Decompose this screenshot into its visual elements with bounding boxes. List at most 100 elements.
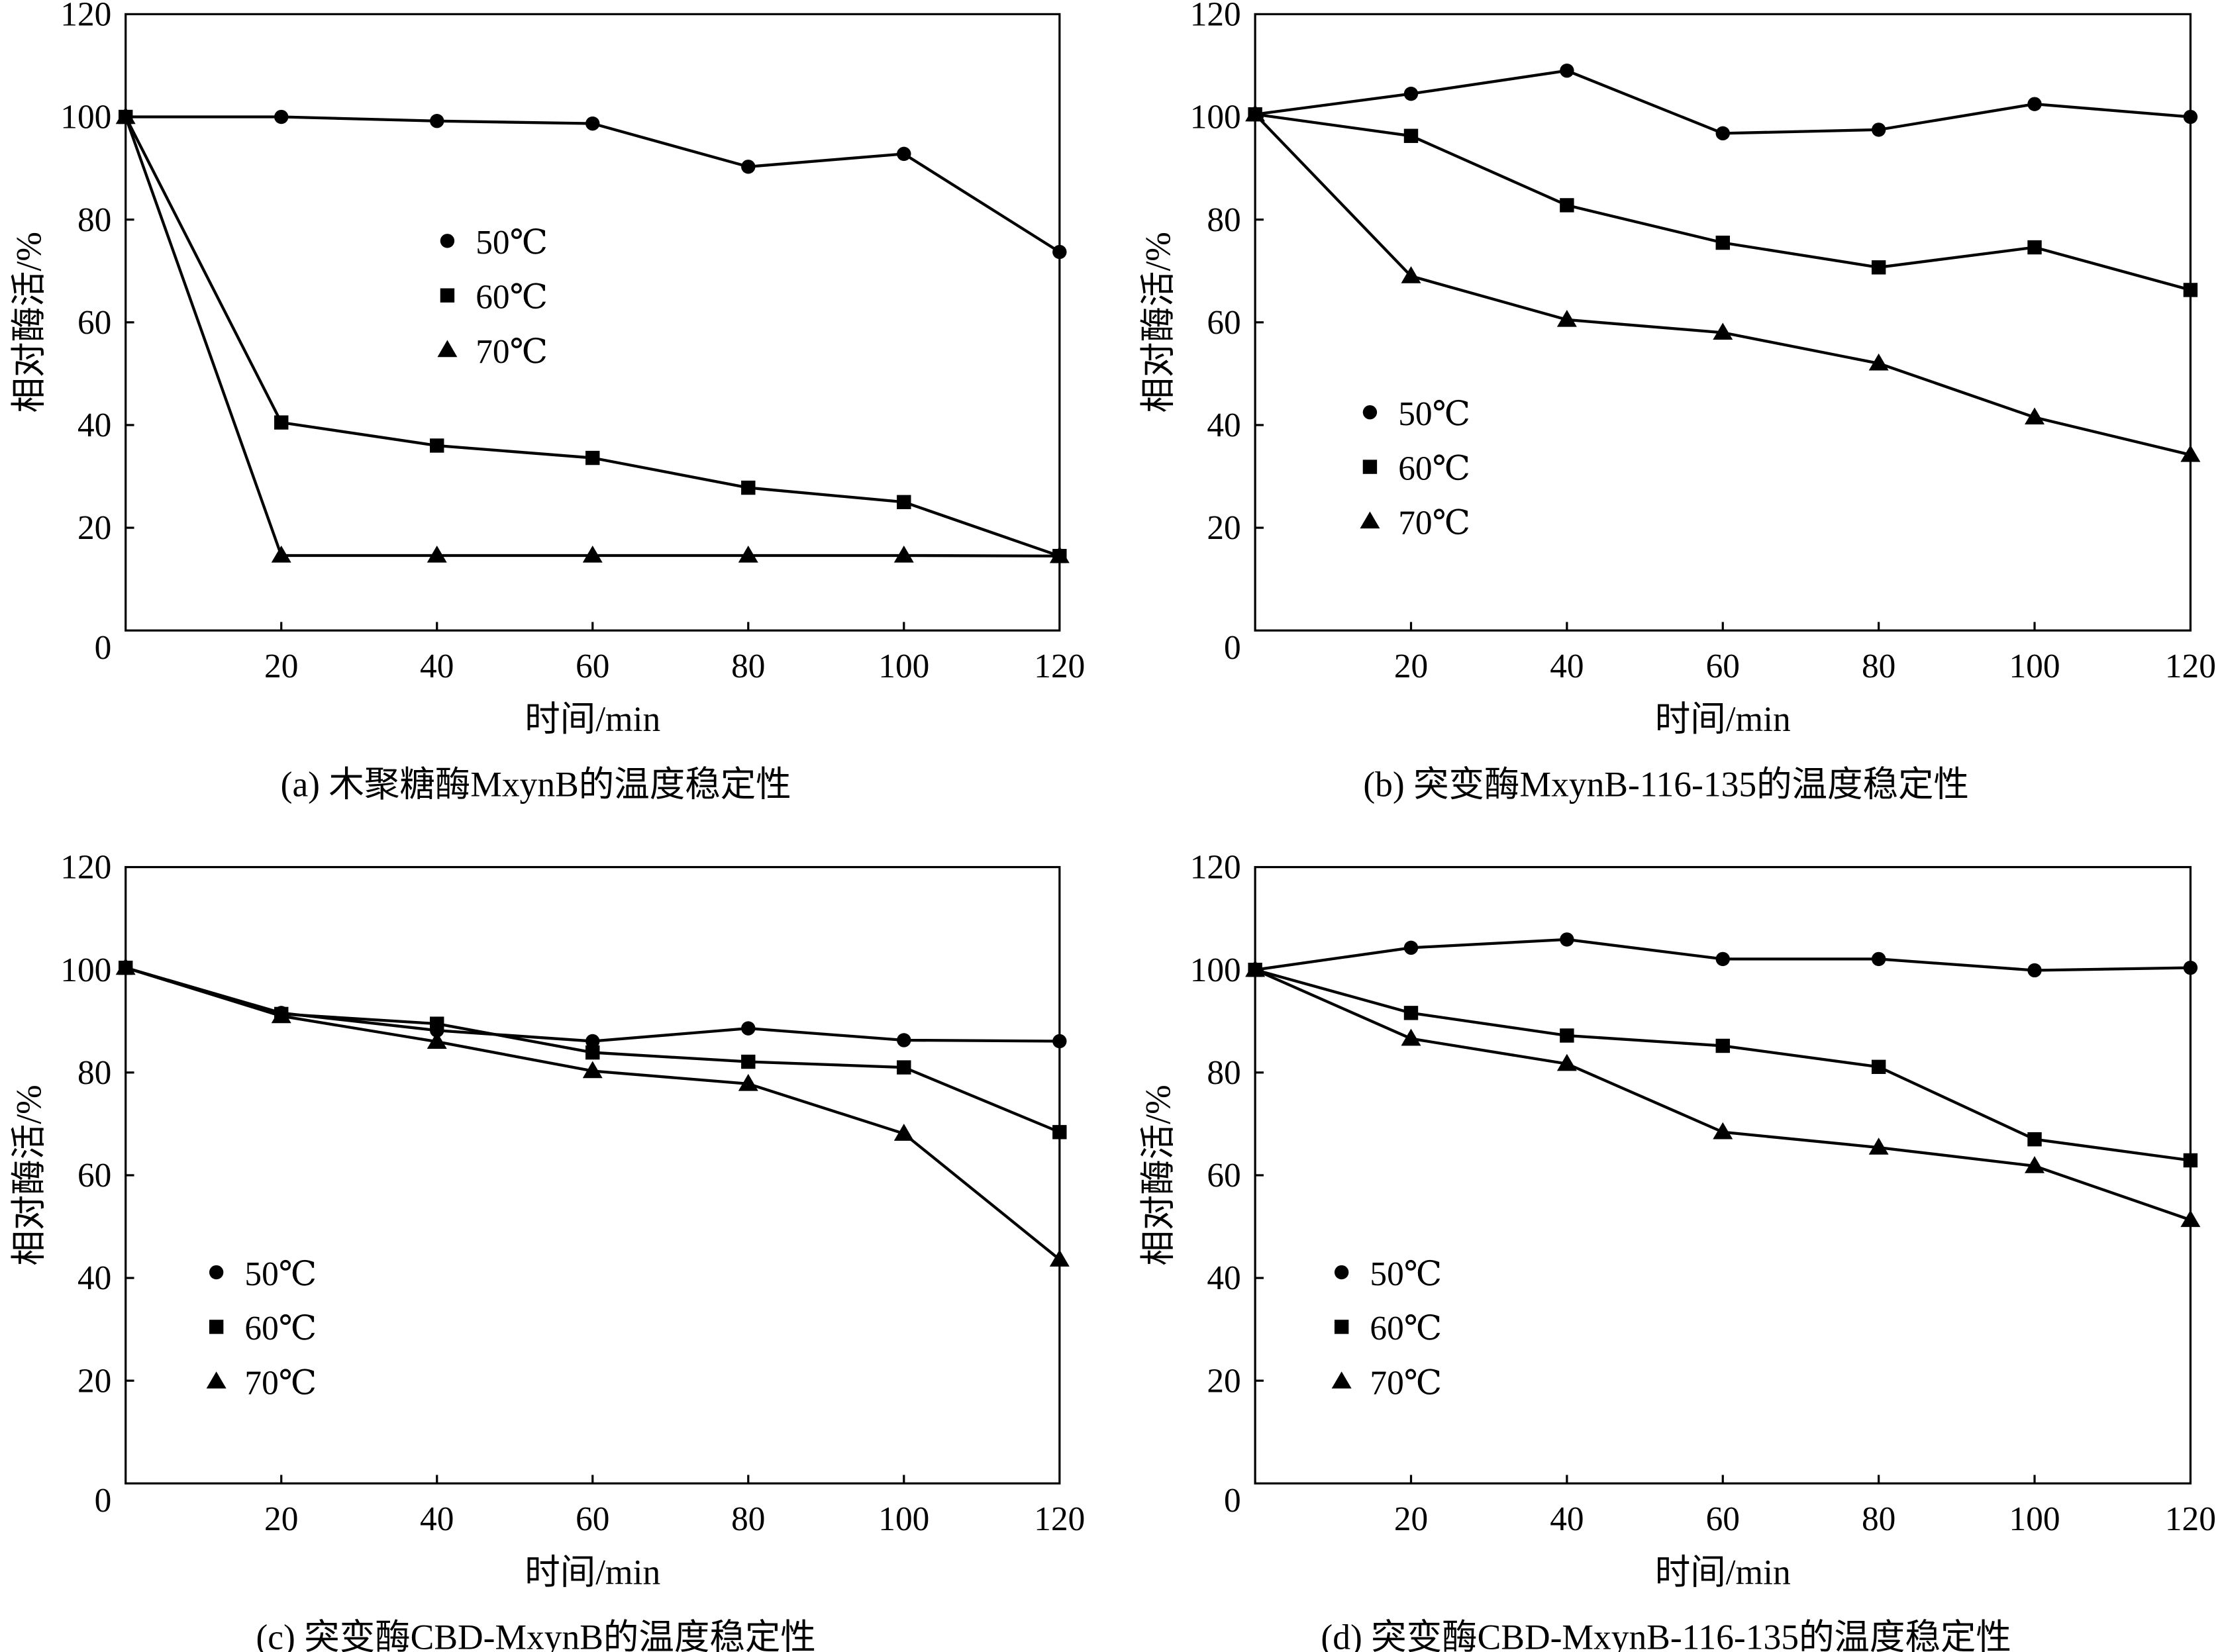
x-tick-label: 60 [1706,648,1740,685]
data-point-circle [585,116,600,131]
data-point-circle [1560,932,1574,947]
legend-marker-square [1362,460,1378,474]
y-tick-label: 60 [1207,1157,1240,1194]
y-tick-label: 0 [1224,629,1241,667]
legend-label: 70℃ [1398,505,1470,542]
y-tick-label: 40 [1207,1259,1240,1297]
x-tick-label: 120 [1034,1500,1085,1538]
data-point-circle [2183,960,2198,975]
y-tick-label: 100 [60,99,111,136]
series-line-2 [125,966,1061,1261]
legend-marker-triangle [437,340,458,358]
data-point-circle [741,1021,756,1036]
panel-caption: (a) 木聚糖酶MxynB的温度稳定性 [281,765,791,804]
panel-caption: (b) 突变酶MxynB-116-135的温度稳定性 [1363,765,1969,804]
x-tick-label: 40 [1550,648,1584,685]
data-point-circle [1560,64,1574,78]
legend-label: 60℃ [1398,450,1470,487]
data-point-circle [897,146,911,162]
y-tick-label: 120 [60,849,111,887]
data-point-triangle [115,107,136,124]
data-point-triangle [1245,104,1266,122]
panel-caption: (c) 突变酶CBD-MxynB的温度稳定性 [256,1618,816,1652]
x-axis-label: 时间/min [1655,1552,1791,1592]
data-point-square [741,480,756,495]
data-point-triangle [1049,546,1070,563]
data-point-circle [2027,97,2042,111]
y-tick-label: 20 [1207,1362,1240,1400]
data-point-triangle [893,1124,914,1141]
x-tick-label: 60 [576,1500,609,1538]
data-point-triangle [1556,1053,1577,1071]
y-tick-label: 0 [95,629,112,667]
x-tick-label: 100 [878,648,929,685]
x-axis-label: 时间/min [525,1552,660,1592]
legend-marker-square [209,1320,224,1334]
data-point-square [2183,1153,2198,1168]
y-tick-label: 20 [77,1362,111,1400]
data-point-square [2183,283,2198,297]
data-point-square [430,1016,444,1031]
data-point-circle [1052,244,1067,260]
x-tick-label: 80 [1862,648,1895,685]
data-point-triangle [427,1032,447,1049]
series-line-0 [125,115,1060,254]
y-tick-label: 80 [1207,201,1240,239]
data-point-circle [1871,951,1886,967]
data-point-square [1403,128,1419,143]
panel-caption: (d) 突变酶CBD-MxynB-116-135的温度稳定性 [1321,1618,2011,1652]
legend-marker-triangle [1360,511,1380,529]
legend-marker-square [1334,1320,1349,1334]
data-point-triangle [738,545,758,563]
y-tick-label: 60 [77,1157,111,1194]
data-point-triangle [2025,1156,2045,1173]
legend-label: 50℃ [1370,1255,1442,1293]
x-axis-label: 时间/min [525,699,660,739]
legend-label: 60℃ [476,278,548,316]
data-point-circle [1715,951,1730,967]
data-point-square [1052,1125,1067,1140]
data-point-triangle [1245,959,1266,977]
chart-panel-a: 0 20 40 60 80 100 120 20 40 60 80 100 120 时间/min 相对酶活/… [9,0,1085,804]
legend-label: 60℃ [244,1310,317,1347]
legend-label: 70℃ [244,1365,317,1402]
data-point-triangle [582,1061,603,1079]
data-point-square [585,450,600,465]
chart-panel-d: 0 20 40 60 80 100 120 20 40 60 80 100 120 时间/min 相对酶活/… [1138,849,2216,1652]
data-point-triangle [1868,1138,1889,1155]
legend-marker-triangle [206,1371,227,1388]
x-tick-label: 120 [2165,648,2216,685]
data-point-triangle [1401,1028,1421,1046]
series-line-1 [1254,113,2191,291]
y-tick-label: 100 [1190,99,1241,136]
x-tick-label: 100 [878,1500,929,1538]
data-point-square [2027,240,2042,255]
legend-marker-triangle [1331,1371,1352,1388]
data-point-triangle [427,545,447,563]
y-tick-label: 20 [1207,509,1240,547]
data-point-square [2027,1132,2042,1147]
y-tick-label: 80 [77,201,111,239]
data-point-triangle [2025,407,2045,425]
data-point-circle [585,1034,600,1049]
y-tick-label: 100 [60,951,111,989]
plot-frame [125,13,1061,632]
y-tick-label: 60 [77,304,111,342]
data-point-square [1871,1059,1886,1074]
data-point-circle [2027,963,2042,978]
x-tick-label: 40 [420,1500,454,1538]
data-point-square [1715,235,1730,250]
data-point-square [741,1054,756,1069]
y-axis-label: 相对酶活/% [9,1085,48,1265]
data-point-square [1871,260,1886,275]
data-point-square [897,1060,911,1075]
x-tick-label: 20 [1394,648,1428,685]
data-point-triangle [271,1006,291,1024]
y-tick-label: 0 [95,1482,112,1520]
data-point-circle [1052,1034,1067,1049]
data-point-square [430,438,444,453]
y-tick-label: 20 [77,509,111,547]
x-tick-label: 60 [576,648,609,685]
data-point-circle [430,114,444,128]
data-point-circle [1715,126,1730,141]
